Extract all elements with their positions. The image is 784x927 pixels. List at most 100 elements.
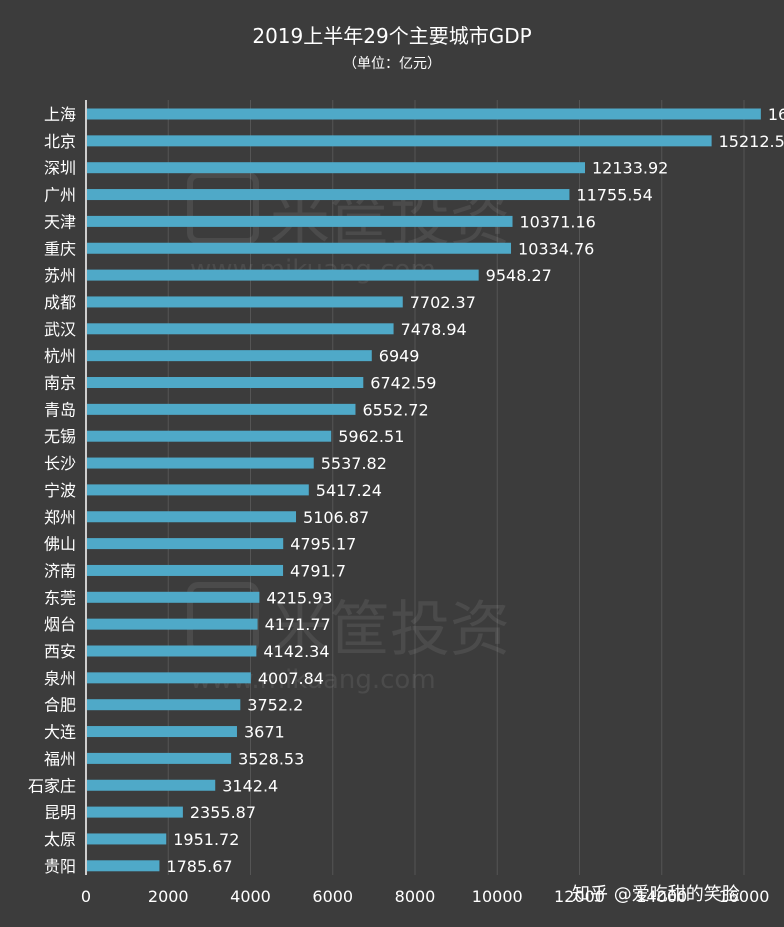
category-label: 昆明: [44, 803, 76, 822]
bar: [87, 726, 237, 738]
bar: [87, 752, 232, 764]
bar: [87, 672, 251, 684]
value-label: 5537.82: [321, 454, 387, 473]
bar: [87, 323, 394, 335]
bar: [87, 860, 160, 872]
value-label: 10371.16: [520, 212, 596, 231]
value-label: 16409.94: [768, 105, 784, 124]
category-label: 太原: [44, 830, 76, 849]
value-label: 4795.17: [290, 535, 356, 554]
x-tick-label: 2000: [148, 887, 189, 906]
category-label: 泉州: [44, 669, 76, 688]
value-label: 15212.5: [719, 132, 784, 151]
x-tick-label: 12000: [554, 887, 605, 906]
category-label: 武汉: [44, 320, 76, 339]
value-label: 12133.92: [592, 159, 668, 178]
category-label: 重庆: [44, 239, 76, 258]
bar: [87, 269, 479, 281]
category-label: 苏州: [44, 266, 76, 285]
value-label: 10334.76: [518, 239, 594, 258]
x-tick-label: 8000: [395, 887, 436, 906]
value-label: 6949: [379, 347, 420, 366]
value-label: 9548.27: [486, 266, 552, 285]
category-label: 青岛: [44, 400, 76, 419]
value-label: 7478.94: [401, 320, 467, 339]
value-label: 6742.59: [370, 374, 436, 393]
category-label: 深圳: [44, 159, 76, 178]
category-label: 贵阳: [44, 857, 76, 876]
bar: [87, 457, 314, 469]
chart-title: 2019上半年29个主要城市GDP: [252, 24, 531, 48]
category-label: 长沙: [44, 454, 76, 473]
category-label: 东莞: [44, 588, 76, 607]
category-label: 西安: [44, 642, 76, 661]
grid-lines: [167, 100, 745, 875]
category-label: 合肥: [44, 696, 76, 715]
value-label: 1951.72: [173, 830, 239, 849]
value-label: 1785.67: [166, 857, 232, 876]
category-label: 北京: [44, 132, 76, 151]
x-tick-label: 10000: [472, 887, 523, 906]
value-label: 4791.7: [290, 561, 346, 580]
value-label: 5962.51: [338, 427, 404, 446]
value-label: 4142.34: [263, 642, 329, 661]
bar: [87, 189, 570, 201]
category-label: 南京: [44, 374, 76, 393]
category-label: 佛山: [44, 535, 76, 554]
category-label: 烟台: [44, 615, 76, 634]
value-label: 4171.77: [265, 615, 331, 634]
bar: [87, 618, 258, 630]
value-label: 3671: [244, 723, 285, 742]
value-label: 3752.2: [247, 696, 303, 715]
bars: 上海 16409.94 北京 15212.5 深圳 12133.92 广州 11755.54 天…: [28, 105, 784, 876]
bar: [87, 484, 309, 496]
value-label: 3528.53: [238, 749, 304, 768]
category-label: 杭州: [44, 347, 76, 366]
value-label: 7702.37: [410, 293, 476, 312]
chart-subtitle: （单位：亿元）: [343, 56, 441, 72]
bar: [87, 403, 356, 415]
bar: [87, 779, 216, 791]
value-label: 5417.24: [316, 481, 382, 500]
bar: [87, 162, 586, 174]
category-label: 郑州: [44, 508, 76, 527]
bar: [87, 135, 712, 147]
x-axis-ticks: 0 2000 4000 6000 8000 10000 12000 14000 16000: [81, 887, 770, 906]
category-label: 广州: [44, 186, 76, 205]
bar: [87, 350, 372, 362]
bar: [87, 242, 512, 254]
bar: [87, 806, 183, 818]
x-tick-label: 4000: [230, 887, 271, 906]
category-label: 天津: [44, 212, 76, 231]
category-label: 宁波: [44, 481, 76, 500]
watermark-brand: 米筐投资: [270, 595, 510, 665]
bar: [87, 564, 284, 576]
value-label: 6552.72: [362, 400, 428, 419]
bar: [87, 833, 167, 845]
x-tick-label: 0: [81, 887, 91, 906]
bar: [87, 645, 257, 657]
bar: [87, 538, 284, 550]
category-label: 无锡: [44, 427, 76, 446]
category-label: 大连: [44, 723, 76, 742]
credit-text: 知乎 @爱吃甜的笑脸: [572, 884, 740, 905]
bar: [87, 377, 364, 388]
category-label: 福州: [44, 749, 76, 768]
bar: [87, 511, 297, 523]
x-tick-label: 16000: [719, 887, 770, 906]
bar: [87, 591, 260, 603]
bar: [87, 215, 513, 227]
value-label: 3142.4: [222, 776, 278, 795]
value-label: 11755.54: [576, 186, 652, 205]
x-tick-label: 14000: [636, 887, 687, 906]
bar: [87, 108, 761, 120]
x-tick-label: 6000: [312, 887, 353, 906]
value-label: 4215.93: [266, 588, 332, 607]
value-label: 2355.87: [190, 803, 256, 822]
category-label: 成都: [44, 293, 76, 312]
category-label: 济南: [44, 561, 76, 580]
value-label: 4007.84: [258, 669, 324, 688]
category-label: 上海: [44, 105, 76, 124]
bar: [87, 699, 241, 711]
